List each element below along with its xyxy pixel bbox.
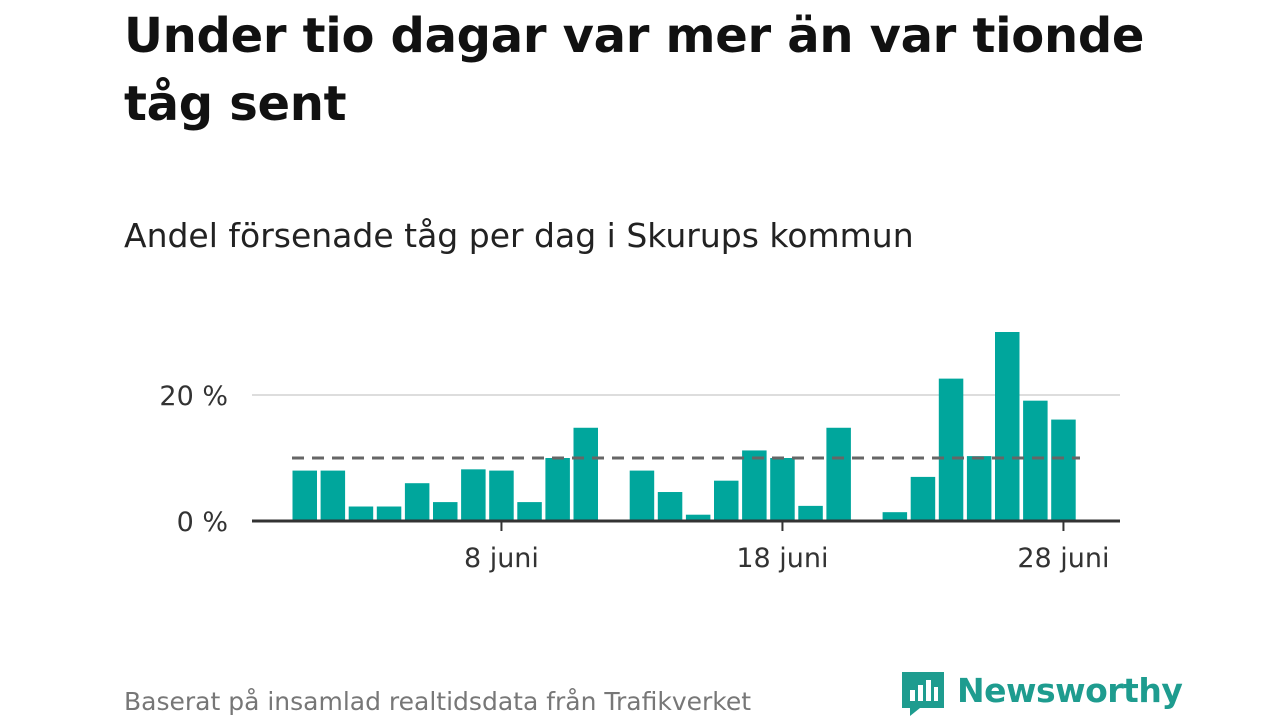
bar: [798, 505, 823, 521]
bar: [545, 458, 570, 521]
bar: [573, 427, 598, 521]
bar: [742, 450, 767, 521]
bar: [966, 456, 992, 521]
bar: [1023, 400, 1048, 521]
newsworthy-wordmark: Newsworthy: [957, 671, 1183, 710]
bar: [433, 502, 458, 521]
bar: [1051, 419, 1076, 521]
bar: [404, 483, 430, 521]
bar: [461, 469, 486, 521]
bar: [320, 470, 346, 521]
bar: [517, 502, 542, 521]
x-tick-label: 8 juni: [464, 543, 539, 574]
bar: [629, 470, 655, 521]
y-tick-label: 0 %: [177, 507, 228, 538]
bar-chart: 0 % 20 % 8 juni 18 juni 28 juni: [159, 332, 1120, 574]
bar: [714, 480, 739, 521]
y-tick-label: 20 %: [159, 381, 228, 412]
bar: [376, 506, 402, 521]
bar: [292, 470, 317, 521]
axes: 0 % 20 % 8 juni 18 juni 28 juni: [159, 381, 1120, 574]
bar: [995, 332, 1020, 521]
bar: [685, 514, 711, 521]
bar: [770, 458, 795, 521]
bar: [657, 492, 683, 521]
chart-subtitle: Andel försenade tåg per dag i Skurups ko…: [124, 216, 914, 255]
x-tick-label: 28 juni: [1017, 543, 1109, 574]
bars: [292, 332, 1076, 521]
x-tick-label: 18 juni: [736, 543, 828, 574]
bar: [348, 506, 374, 521]
bar: [826, 427, 851, 521]
bar: [910, 476, 936, 521]
chart-title: Under tio dagar var mer än var tionde tå…: [124, 8, 1145, 132]
bar: [489, 470, 514, 521]
source-note: Baserat på insamlad realtidsdata från Tr…: [124, 687, 752, 716]
newsworthy-logo-icon: [902, 672, 944, 716]
bar: [882, 512, 908, 521]
bar: [938, 378, 964, 521]
